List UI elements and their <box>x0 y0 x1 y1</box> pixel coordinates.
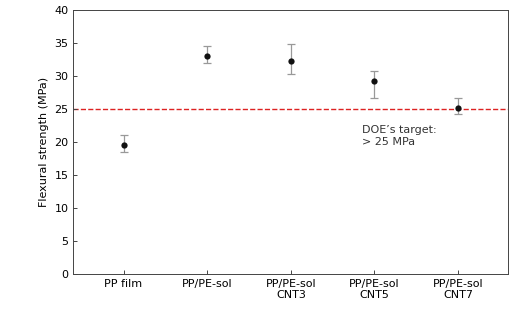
Point <box>119 143 128 148</box>
Point <box>454 106 462 111</box>
Point <box>370 78 379 84</box>
Point <box>203 53 211 59</box>
Point <box>287 58 295 63</box>
Text: DOE’s target:
> 25 MPa: DOE’s target: > 25 MPa <box>362 126 436 147</box>
Y-axis label: Flexural strength (MPa): Flexural strength (MPa) <box>39 77 49 207</box>
